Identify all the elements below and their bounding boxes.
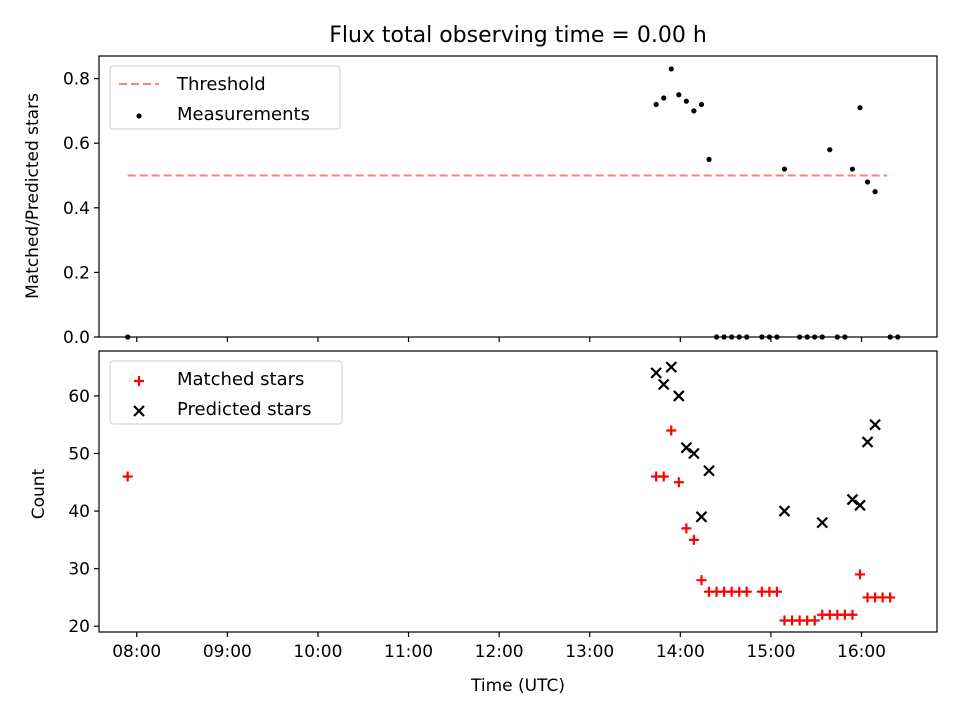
x-tick-label: 14:00 [656,642,705,662]
data-point [781,166,788,172]
data-point [676,92,682,98]
data-point [661,95,667,101]
data-point [816,516,829,529]
x-tick-label: 11:00 [384,642,433,662]
data-point [872,189,878,195]
legend-label: Predicted stars [177,399,311,420]
y-tick-label: 20 [68,617,90,637]
data-point [827,147,833,153]
plot-frame [98,350,938,633]
data-point [885,592,896,603]
data-point [698,101,705,108]
x-tick-label: 15:00 [746,642,795,662]
data-point [847,609,858,620]
data-point [665,361,678,373]
legend-label: Threshold [176,74,266,95]
plot-frame [98,55,938,338]
y-tick-label: 50 [68,444,90,464]
legend-marker-swatch [133,405,145,417]
legend-marker-swatch [136,113,142,119]
x-tick-label: 12:00 [475,642,524,662]
legend: Matched stars Predicted stars [109,360,343,425]
legend: Threshold Measurements [109,65,341,130]
data-point [857,105,863,111]
top-y-axis-label: Matched/Predicted stars [23,93,43,299]
data-point [673,390,685,402]
data-point [680,441,693,454]
y-tick-label: 40 [68,502,90,522]
top-panel: 0.0 0.2 0.4 0.6 0.8 Threshold Measurements [63,55,938,348]
data-point [703,464,715,477]
data-point [778,505,791,517]
x-tick-label: 08:00 [112,642,161,662]
data-point [657,378,670,391]
x-axis-label: Time (UTC) [470,676,565,696]
y-tick-label: 0.0 [63,328,90,348]
data-point [122,471,133,482]
data-point [706,156,712,162]
data-point [849,166,856,172]
data-point [854,499,866,512]
legend-label: Measurements [177,104,310,125]
bottom-panel: 08:00 09:00 10:00 11:00 12:00 13:00 14:00 15:00… [68,350,938,662]
legend-label: Matched stars [177,369,304,390]
data-point [869,418,881,431]
y-tick-label: 60 [68,387,90,407]
data-point [681,523,692,534]
data-point [809,615,820,626]
y-tick-label: 0.2 [63,263,90,283]
data-point [741,586,752,597]
data-point [861,436,874,448]
data-point [771,586,782,597]
y-tick-label: 0.6 [63,134,90,154]
data-point [668,66,674,72]
data-point [688,534,699,545]
y-tick-label: 0.8 [63,70,90,90]
data-point [846,493,859,506]
data-point [650,367,662,379]
x-tick-label: 13:00 [565,642,614,662]
legend-box [109,65,341,130]
x-tick-label: 16:00 [837,642,886,662]
data-point [658,471,669,482]
legend-box [109,360,343,425]
bottom-y-axis-label: Count [29,468,49,519]
data-point [673,477,684,488]
chart-title: Flux total observing time = 0.00 h [329,23,707,48]
data-point [854,569,865,580]
series-predicted-stars [650,361,881,529]
data-point [688,447,700,460]
data-point [691,108,697,114]
data-point [683,98,689,104]
data-point [653,101,659,108]
y-tick-label: 0.4 [63,199,90,219]
data-point [864,179,871,185]
x-tick-label: 09:00 [203,642,252,662]
series-matched-stars [122,425,896,626]
y-tick-label: 30 [68,560,90,580]
data-point [666,425,677,436]
x-tick-label: 10:00 [293,642,342,662]
data-point [695,511,708,523]
legend-marker-swatch [134,376,144,386]
data-point [696,575,707,586]
